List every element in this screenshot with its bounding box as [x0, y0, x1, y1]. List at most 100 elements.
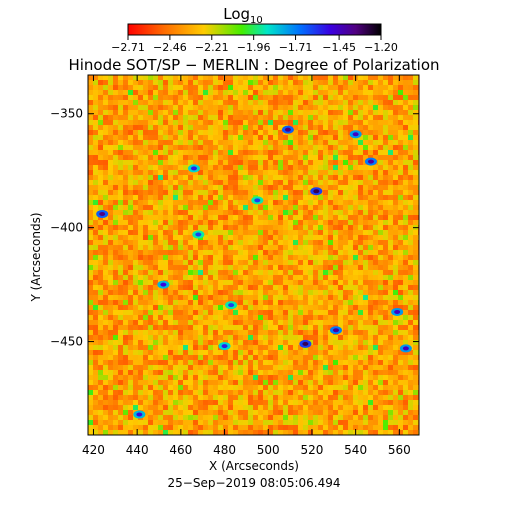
heatmap-cell — [338, 290, 343, 295]
heatmap-cell — [318, 320, 323, 325]
heatmap-cell — [373, 140, 378, 145]
heatmap-cell — [228, 245, 233, 250]
heatmap-cell — [333, 260, 338, 265]
heatmap-cell — [143, 370, 148, 375]
heatmap-cell — [363, 305, 368, 310]
heatmap-cell — [103, 255, 108, 260]
heatmap-cell — [188, 325, 193, 330]
heatmap-cell — [223, 415, 228, 420]
heatmap-cell — [223, 170, 228, 175]
heatmap-cell — [118, 165, 123, 170]
heatmap-cell — [173, 225, 178, 230]
heatmap-cell — [98, 160, 103, 165]
heatmap-cell — [293, 285, 298, 290]
heatmap-cell — [143, 325, 148, 330]
heatmap-cell — [138, 330, 143, 335]
heatmap-cell — [398, 315, 403, 320]
heatmap-cell — [88, 415, 93, 420]
heatmap-cell — [178, 200, 183, 205]
heatmap-cell — [408, 225, 413, 230]
heatmap-cell — [203, 395, 208, 400]
heatmap-cell — [273, 125, 278, 130]
heatmap-cell — [398, 410, 403, 415]
heatmap-cell — [293, 325, 298, 330]
heatmap-cell — [213, 390, 218, 395]
heatmap-cell — [93, 245, 98, 250]
heatmap-cell — [223, 205, 228, 210]
heatmap-cell — [98, 75, 103, 80]
heatmap-cell — [323, 190, 328, 195]
heatmap-cell — [353, 360, 358, 365]
heatmap-cell — [338, 325, 343, 330]
heatmap-cell — [378, 95, 383, 100]
heatmap-cell — [218, 310, 223, 315]
heatmap-cell — [363, 75, 368, 80]
heatmap-cell — [133, 290, 138, 295]
heatmap-cell — [388, 390, 393, 395]
heatmap-cell — [128, 115, 133, 120]
heatmap-cell — [93, 280, 98, 285]
heatmap-cell — [208, 290, 213, 295]
heatmap-cell — [278, 345, 283, 350]
heatmap-cell — [308, 210, 313, 215]
heatmap-cell — [348, 260, 353, 265]
heatmap-cell — [228, 295, 233, 300]
heatmap-cell — [283, 410, 288, 415]
heatmap-cell — [108, 250, 113, 255]
heatmap-cell — [353, 140, 358, 145]
heatmap-cell — [413, 360, 418, 365]
heatmap-cell — [388, 350, 393, 355]
heatmap-cell — [348, 140, 353, 145]
heatmap-cell — [93, 190, 98, 195]
heatmap-cell — [233, 80, 238, 85]
heatmap-cell — [223, 260, 228, 265]
heatmap-cell — [233, 210, 238, 215]
heatmap-cell — [298, 420, 303, 425]
heatmap-cell — [213, 270, 218, 275]
heatmap-cell — [273, 290, 278, 295]
heatmap-cell — [398, 75, 403, 80]
heatmap-cell — [93, 410, 98, 415]
heatmap-cell — [283, 165, 288, 170]
heatmap-cell — [228, 415, 233, 420]
heatmap-cell — [368, 185, 373, 190]
heatmap-cell — [138, 80, 143, 85]
heatmap-cell — [208, 425, 213, 430]
heatmap-cell — [203, 185, 208, 190]
heatmap-cell — [93, 180, 98, 185]
heatmap-cell — [368, 150, 373, 155]
heatmap-cell — [253, 75, 258, 80]
heatmap-cell — [178, 350, 183, 355]
heatmap-cell — [378, 315, 383, 320]
heatmap-cell — [318, 245, 323, 250]
heatmap-cell — [333, 185, 338, 190]
heatmap-cell — [378, 370, 383, 375]
heatmap-cell — [393, 265, 398, 270]
heatmap-cell — [133, 430, 138, 435]
heatmap-cell — [173, 365, 178, 370]
heatmap-cell — [173, 360, 178, 365]
heatmap-cell — [198, 260, 203, 265]
heatmap-cell — [188, 300, 193, 305]
heatmap-cell — [213, 185, 218, 190]
heatmap-cell — [368, 325, 373, 330]
heatmap-cell — [208, 140, 213, 145]
heatmap-cell — [388, 230, 393, 235]
heatmap-cell — [138, 430, 143, 435]
heatmap-cell — [163, 290, 168, 295]
heatmap-cell — [243, 325, 248, 330]
heatmap-cell — [353, 370, 358, 375]
heatmap-cell — [198, 75, 203, 80]
heatmap-cell — [268, 85, 273, 90]
heatmap-cell — [333, 115, 338, 120]
heatmap-cell — [348, 85, 353, 90]
heatmap-cell — [373, 360, 378, 365]
heatmap-cell — [108, 420, 113, 425]
heatmap-cell — [133, 380, 138, 385]
heatmap-cell — [393, 90, 398, 95]
heatmap-cell — [298, 295, 303, 300]
heatmap-cell — [373, 150, 378, 155]
heatmap-cell — [88, 380, 93, 385]
heatmap-cell — [258, 430, 263, 435]
heatmap-cell — [93, 95, 98, 100]
